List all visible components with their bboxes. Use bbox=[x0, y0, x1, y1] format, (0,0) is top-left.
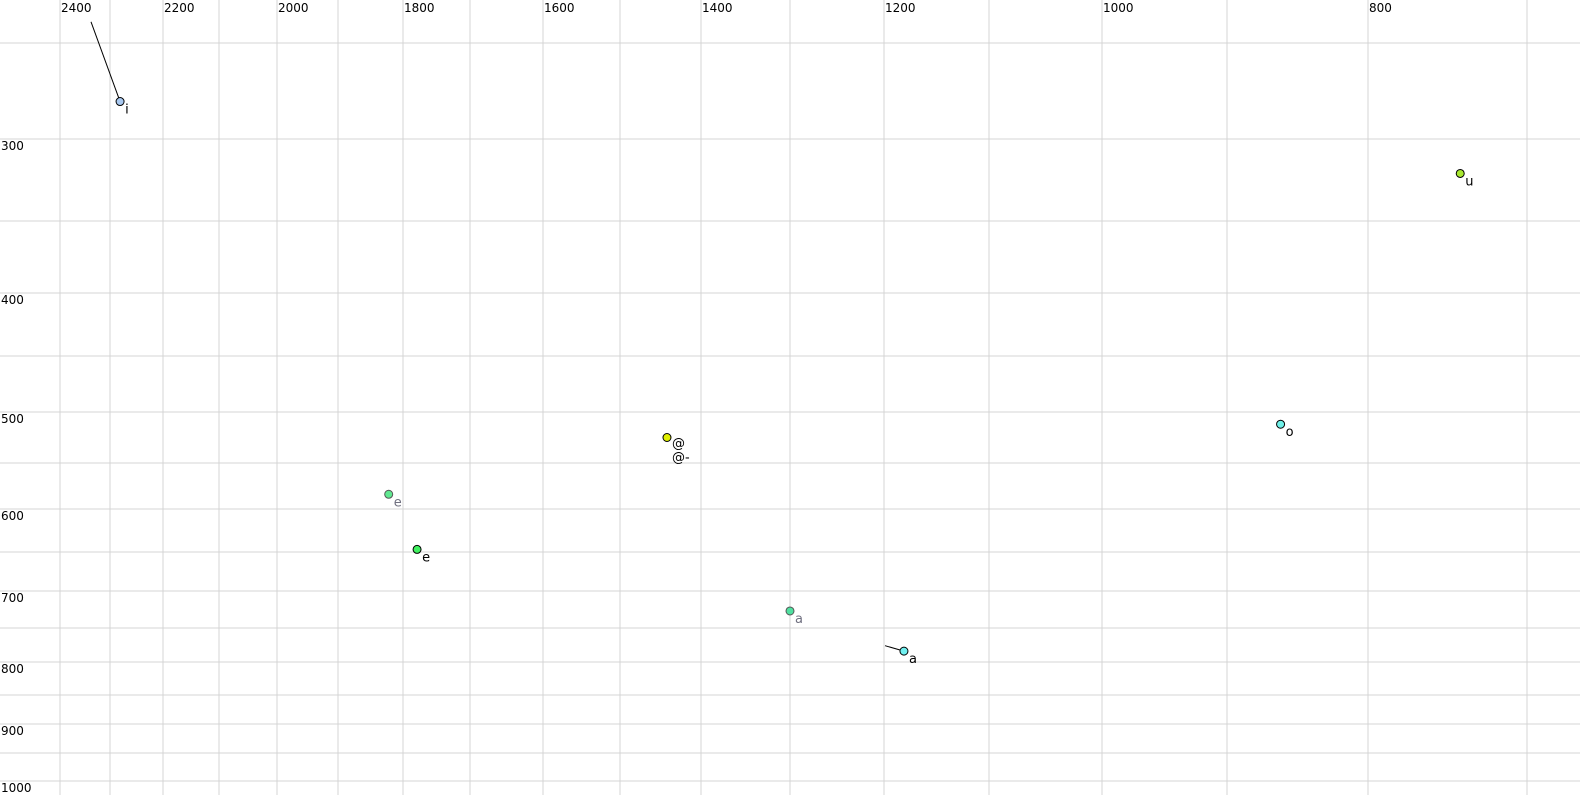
vowel-point bbox=[1455, 168, 1465, 178]
trajectory-line bbox=[90, 21, 121, 102]
vowel-label: o bbox=[1286, 425, 1294, 440]
x-tick-label: 2400 bbox=[61, 1, 92, 15]
vowel-point bbox=[384, 489, 394, 499]
vowel-label: u bbox=[1465, 174, 1473, 189]
vowel-label: e bbox=[394, 495, 402, 510]
x-tick-label: 2000 bbox=[278, 1, 309, 15]
y-tick-label: 700 bbox=[1, 591, 24, 605]
vowel-point bbox=[412, 544, 422, 554]
y-tick-label: 300 bbox=[1, 139, 24, 153]
vowel-point bbox=[1276, 419, 1286, 429]
vowel-label: e bbox=[422, 550, 430, 565]
x-tick-label: 1800 bbox=[404, 1, 435, 15]
vowel-point bbox=[115, 97, 125, 107]
x-tick-label: 1000 bbox=[1103, 1, 1134, 15]
vowel-label: i bbox=[125, 103, 129, 118]
vowel-label: a bbox=[909, 652, 917, 667]
y-tick-label: 900 bbox=[1, 724, 24, 738]
y-tick-label: 600 bbox=[1, 509, 24, 523]
x-tick-label: 2200 bbox=[164, 1, 195, 15]
x-tick-label: 1600 bbox=[544, 1, 575, 15]
x-tick-label: 1400 bbox=[702, 1, 733, 15]
vowel-label: @ bbox=[672, 437, 685, 452]
vowel-point bbox=[662, 433, 672, 442]
vowel-point bbox=[899, 646, 909, 656]
x-tick-label: 1200 bbox=[885, 1, 916, 15]
y-tick-label: 1000 bbox=[1, 781, 32, 795]
vowel-label-secondary: @- bbox=[672, 451, 690, 466]
x-tick-label: 800 bbox=[1369, 1, 1392, 15]
y-tick-label: 400 bbox=[1, 293, 24, 307]
vowel-point bbox=[785, 606, 795, 616]
vowel-label: a bbox=[795, 612, 803, 627]
y-tick-label: 800 bbox=[1, 662, 24, 676]
y-tick-label: 500 bbox=[1, 412, 24, 426]
